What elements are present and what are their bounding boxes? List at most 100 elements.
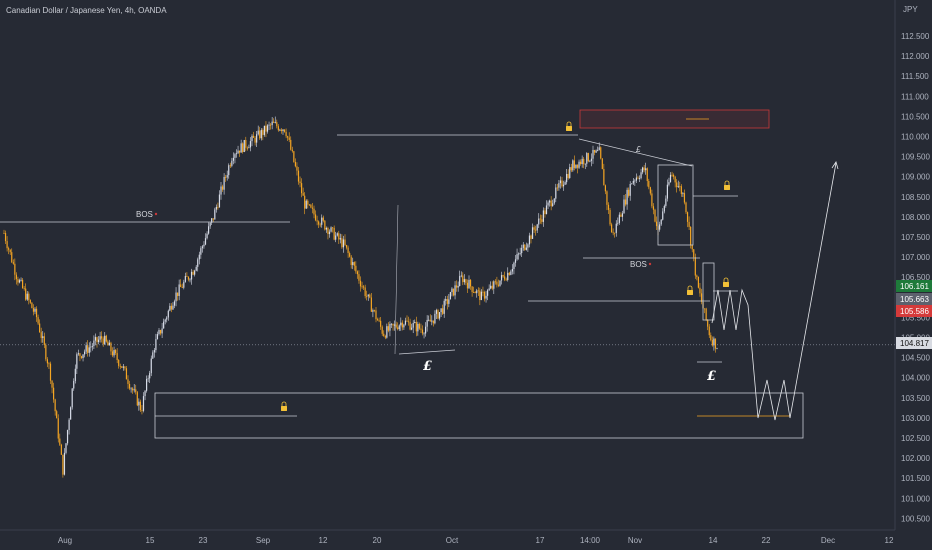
candle-body	[494, 281, 496, 283]
candle-body	[271, 121, 273, 126]
candle-body	[394, 324, 396, 326]
liquidity-line[interactable]	[398, 349, 456, 355]
candle-body	[448, 299, 450, 304]
candle-body	[248, 147, 250, 149]
candle-body	[353, 262, 355, 266]
candle-body	[491, 285, 493, 289]
lock-icon[interactable]	[723, 282, 729, 287]
candle-body	[705, 308, 707, 320]
candle-body	[713, 338, 715, 346]
y-tick-label: 105.500	[901, 313, 930, 322]
candle-body	[274, 122, 276, 123]
resistance-zone[interactable]	[579, 109, 770, 129]
candle-body	[335, 235, 337, 240]
candle-body	[445, 299, 447, 301]
candle-body	[223, 177, 225, 190]
candle-body	[539, 218, 541, 220]
candle-body	[175, 292, 177, 302]
candle-body	[54, 399, 56, 412]
candle-body	[229, 165, 231, 167]
candle-body	[208, 226, 210, 234]
y-tick-label: 102.000	[901, 454, 930, 463]
candle-body	[32, 308, 35, 312]
projected-path[interactable]	[711, 162, 837, 421]
candle-body	[40, 332, 42, 338]
candle-body	[699, 287, 701, 294]
candle-body	[215, 207, 217, 210]
demand-zone[interactable]	[154, 392, 804, 439]
candle-body	[434, 313, 436, 324]
candle-body	[629, 184, 631, 196]
candle-body	[581, 158, 583, 165]
candle-body	[26, 293, 28, 300]
lock-icon[interactable]	[566, 126, 572, 131]
candle-body	[367, 294, 369, 297]
candle-body	[355, 265, 357, 272]
candle-body	[299, 181, 301, 184]
price-label-box	[896, 305, 932, 317]
candle-body	[108, 342, 110, 346]
trendline-top[interactable]	[578, 138, 693, 167]
candle-body	[91, 345, 93, 347]
y-tick-label: 109.500	[901, 153, 930, 162]
price-label: 105.663	[900, 295, 929, 304]
candle-body	[128, 383, 131, 389]
candle-body	[535, 229, 537, 231]
candle-body	[173, 301, 176, 306]
candle-body	[473, 292, 475, 293]
candle-body	[265, 125, 267, 132]
candle-body	[614, 232, 616, 234]
lock-icon	[723, 277, 729, 282]
candle-body	[217, 207, 219, 208]
candle-body	[189, 279, 191, 281]
candle-body	[325, 228, 327, 230]
candle-body	[104, 335, 106, 345]
candle-body	[150, 358, 152, 374]
candle-body	[161, 328, 163, 334]
candle-body	[511, 268, 513, 272]
order-block-box[interactable]	[657, 164, 694, 246]
candle-body	[31, 302, 33, 309]
lock-icon[interactable]	[281, 406, 287, 411]
y-tick-label: 110.000	[901, 133, 930, 142]
candle-body	[446, 299, 448, 304]
candle-body	[297, 170, 300, 182]
candle-body	[493, 281, 495, 289]
candle-body	[121, 366, 123, 368]
candle-body	[59, 438, 61, 445]
candle-body	[155, 339, 157, 351]
candle-body	[169, 305, 171, 311]
chart-title: Canadian Dollar / Japanese Yen, 4h, OAND…	[6, 6, 167, 15]
candle-body	[133, 389, 135, 391]
lock-icon[interactable]	[724, 185, 730, 190]
candle-body	[428, 319, 430, 321]
x-tick-label: Oct	[446, 536, 459, 545]
small-box[interactable]	[702, 262, 715, 321]
candle-body	[573, 160, 575, 168]
candle-body	[101, 336, 103, 339]
candle-body	[710, 335, 712, 341]
candle-body	[77, 353, 79, 355]
lock-icon[interactable]	[687, 290, 693, 295]
candle-body	[488, 288, 490, 291]
candle-body	[212, 218, 214, 220]
candle-body	[12, 262, 14, 264]
candle-body	[572, 160, 574, 171]
candle-body	[192, 271, 194, 275]
candle-body	[80, 356, 83, 359]
candle-body	[249, 141, 252, 148]
candle-body	[57, 418, 59, 439]
candle-body	[221, 186, 224, 190]
candle-body	[421, 329, 424, 334]
x-tick-label: Aug	[58, 536, 72, 545]
candle-body	[683, 193, 686, 203]
y-tick-label: 104.000	[901, 374, 930, 383]
candle-body	[18, 280, 21, 283]
candle-body	[313, 208, 315, 215]
candle-body	[203, 244, 205, 247]
candle-body	[704, 308, 706, 310]
candle-body	[674, 176, 676, 183]
candle-body	[342, 239, 345, 248]
candle-body	[147, 378, 149, 380]
